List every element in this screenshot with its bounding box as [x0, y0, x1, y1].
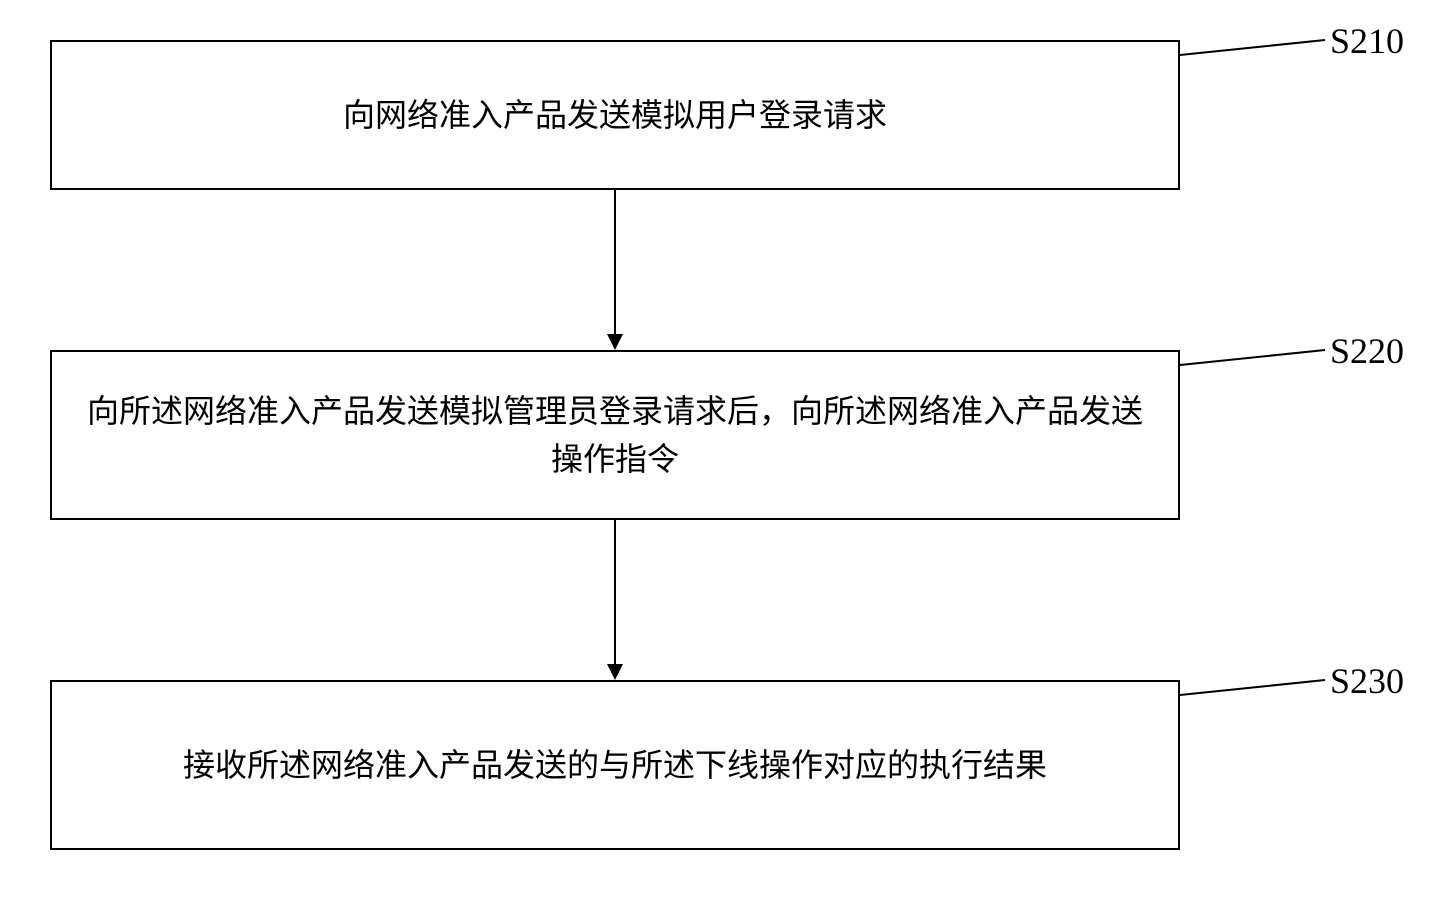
node-3-text: 接收所述网络准入产品发送的与所述下线操作对应的执行结果: [183, 741, 1047, 789]
node-2-text: 向所述网络准入产品发送模拟管理员登录请求后，向所述网络准入产品发送操作指令: [72, 387, 1158, 483]
node-1-text: 向网络准入产品发送模拟用户登录请求: [343, 91, 887, 139]
step-label-s220: S220: [1330, 330, 1404, 372]
step-label-s210: S210: [1330, 20, 1404, 62]
step-label-s230: S230: [1330, 660, 1404, 702]
flowchart-node-2: 向所述网络准入产品发送模拟管理员登录请求后，向所述网络准入产品发送操作指令: [50, 350, 1180, 520]
flowchart-node-3: 接收所述网络准入产品发送的与所述下线操作对应的执行结果: [50, 680, 1180, 850]
flowchart-node-1: 向网络准入产品发送模拟用户登录请求: [50, 40, 1180, 190]
flowchart-container: 向网络准入产品发送模拟用户登录请求 向所述网络准入产品发送模拟管理员登录请求后，…: [0, 0, 1443, 906]
